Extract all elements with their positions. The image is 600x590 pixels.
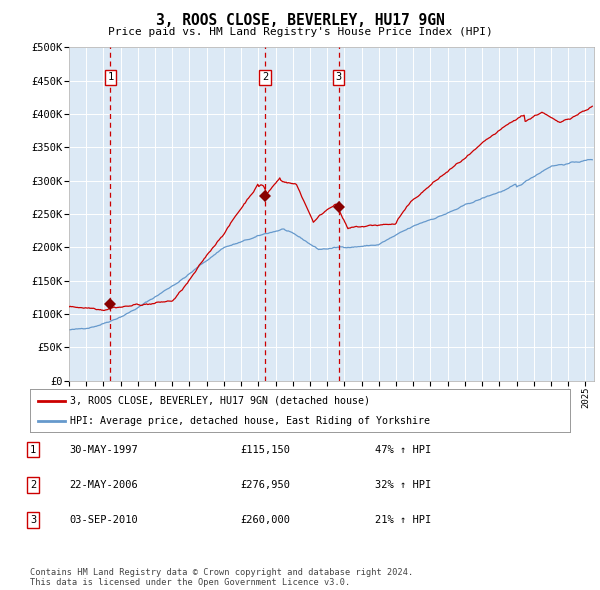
Text: Price paid vs. HM Land Registry's House Price Index (HPI): Price paid vs. HM Land Registry's House … bbox=[107, 27, 493, 37]
Text: 30-MAY-1997: 30-MAY-1997 bbox=[69, 445, 138, 454]
Text: 32% ↑ HPI: 32% ↑ HPI bbox=[375, 480, 431, 490]
Text: 3, ROOS CLOSE, BEVERLEY, HU17 9GN: 3, ROOS CLOSE, BEVERLEY, HU17 9GN bbox=[155, 13, 445, 28]
Text: 1: 1 bbox=[30, 445, 36, 454]
Text: HPI: Average price, detached house, East Riding of Yorkshire: HPI: Average price, detached house, East… bbox=[71, 417, 431, 426]
Text: 2: 2 bbox=[262, 72, 268, 82]
Text: £276,950: £276,950 bbox=[240, 480, 290, 490]
Text: £115,150: £115,150 bbox=[240, 445, 290, 454]
Text: 22-MAY-2006: 22-MAY-2006 bbox=[69, 480, 138, 490]
Text: 21% ↑ HPI: 21% ↑ HPI bbox=[375, 516, 431, 525]
Text: 3: 3 bbox=[335, 72, 342, 82]
Text: 2: 2 bbox=[30, 480, 36, 490]
Text: 3, ROOS CLOSE, BEVERLEY, HU17 9GN (detached house): 3, ROOS CLOSE, BEVERLEY, HU17 9GN (detac… bbox=[71, 396, 371, 406]
Text: 3: 3 bbox=[30, 516, 36, 525]
Text: 03-SEP-2010: 03-SEP-2010 bbox=[69, 516, 138, 525]
Text: 47% ↑ HPI: 47% ↑ HPI bbox=[375, 445, 431, 454]
Text: 1: 1 bbox=[107, 72, 113, 82]
Text: Contains HM Land Registry data © Crown copyright and database right 2024.
This d: Contains HM Land Registry data © Crown c… bbox=[30, 568, 413, 587]
Text: £260,000: £260,000 bbox=[240, 516, 290, 525]
